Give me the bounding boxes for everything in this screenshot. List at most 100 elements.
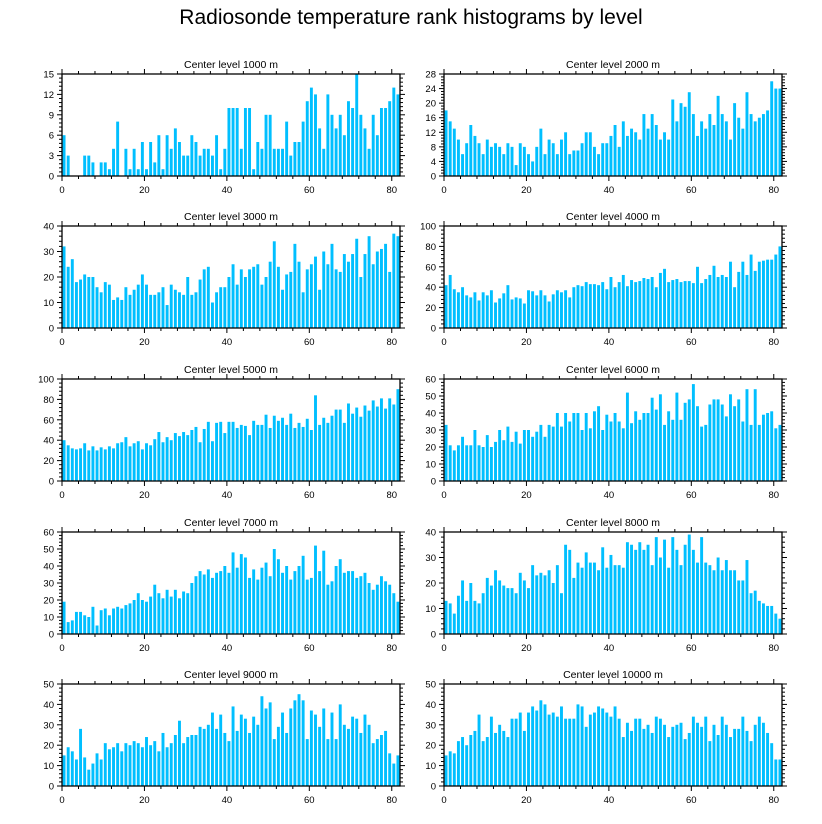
bar	[157, 593, 161, 634]
bar	[330, 415, 334, 481]
bar	[448, 603, 452, 634]
y-tick-label: 30	[43, 247, 54, 258]
bar	[371, 400, 375, 481]
bar	[473, 135, 477, 176]
bar	[646, 544, 650, 634]
bar	[355, 74, 359, 176]
bar	[770, 605, 774, 634]
bar	[206, 724, 210, 786]
bar	[708, 565, 712, 634]
bar	[506, 588, 510, 634]
bar	[140, 747, 144, 786]
bar	[256, 142, 260, 176]
y-tick-label: 40	[425, 700, 436, 711]
bar	[161, 598, 165, 634]
bar	[704, 562, 708, 634]
bar	[128, 745, 132, 786]
y-tick-label: 40	[43, 562, 54, 573]
bar	[749, 254, 753, 328]
bar	[128, 169, 132, 176]
bar	[264, 114, 268, 176]
bar	[186, 435, 190, 481]
bar	[347, 403, 350, 481]
bar	[473, 600, 477, 634]
bar	[326, 94, 330, 176]
bar	[444, 755, 448, 786]
bar	[231, 108, 235, 176]
y-tick-label: 20	[43, 273, 54, 284]
bar	[576, 562, 580, 634]
bar	[683, 544, 687, 634]
y-tick-label: 10	[425, 604, 436, 615]
bar	[766, 413, 770, 481]
bar	[568, 297, 572, 328]
bar	[448, 121, 452, 176]
bar	[667, 737, 671, 786]
bar	[107, 284, 111, 328]
bar	[667, 411, 671, 481]
bar	[206, 266, 210, 328]
bar	[749, 424, 753, 481]
bar	[95, 287, 99, 328]
panel-title: Center level 9000 m	[184, 669, 278, 681]
bar	[741, 128, 745, 176]
bar	[99, 610, 103, 634]
bar	[260, 696, 264, 786]
bar	[231, 264, 235, 328]
y-tick-label: 60	[43, 415, 54, 426]
bar	[605, 567, 609, 634]
x-tick-label: 80	[386, 337, 397, 348]
bar	[737, 271, 741, 328]
bar	[132, 443, 136, 481]
bar	[379, 398, 383, 481]
bar	[663, 268, 666, 328]
bar	[502, 585, 506, 634]
bar	[107, 169, 111, 176]
bar	[392, 233, 396, 328]
x-tick-label: 60	[304, 490, 315, 501]
bar	[103, 162, 107, 176]
bar	[675, 549, 679, 634]
bar	[396, 236, 400, 328]
bar	[741, 716, 745, 786]
bar	[293, 142, 297, 176]
bar	[564, 132, 568, 176]
bar	[252, 266, 256, 328]
bar	[601, 547, 605, 634]
bar	[351, 571, 355, 634]
bar	[392, 404, 396, 481]
bar	[766, 259, 770, 328]
bar	[342, 135, 346, 176]
bar	[658, 139, 662, 176]
bar	[74, 282, 78, 328]
bar	[252, 420, 256, 481]
bar	[630, 280, 634, 328]
bar	[770, 81, 774, 176]
bar	[489, 290, 493, 328]
bar	[465, 143, 469, 176]
bar	[572, 413, 576, 481]
bar	[276, 726, 280, 786]
bar	[371, 589, 375, 634]
bar	[448, 445, 452, 481]
bar	[297, 566, 301, 634]
bar	[173, 289, 177, 328]
bar	[547, 714, 551, 786]
bar	[334, 269, 338, 328]
bar	[580, 430, 584, 481]
bar	[510, 441, 514, 481]
bar	[506, 426, 510, 481]
bar	[498, 580, 502, 634]
bar	[99, 162, 103, 176]
bar	[132, 289, 136, 328]
bar	[120, 299, 124, 328]
x-tick-label: 40	[604, 643, 615, 654]
bar	[91, 446, 95, 481]
x-tick-label: 40	[604, 795, 615, 806]
bar	[729, 737, 732, 786]
bar	[667, 567, 671, 634]
bar	[560, 139, 563, 176]
bar	[169, 440, 173, 481]
bar	[679, 565, 683, 634]
bar	[297, 422, 301, 481]
